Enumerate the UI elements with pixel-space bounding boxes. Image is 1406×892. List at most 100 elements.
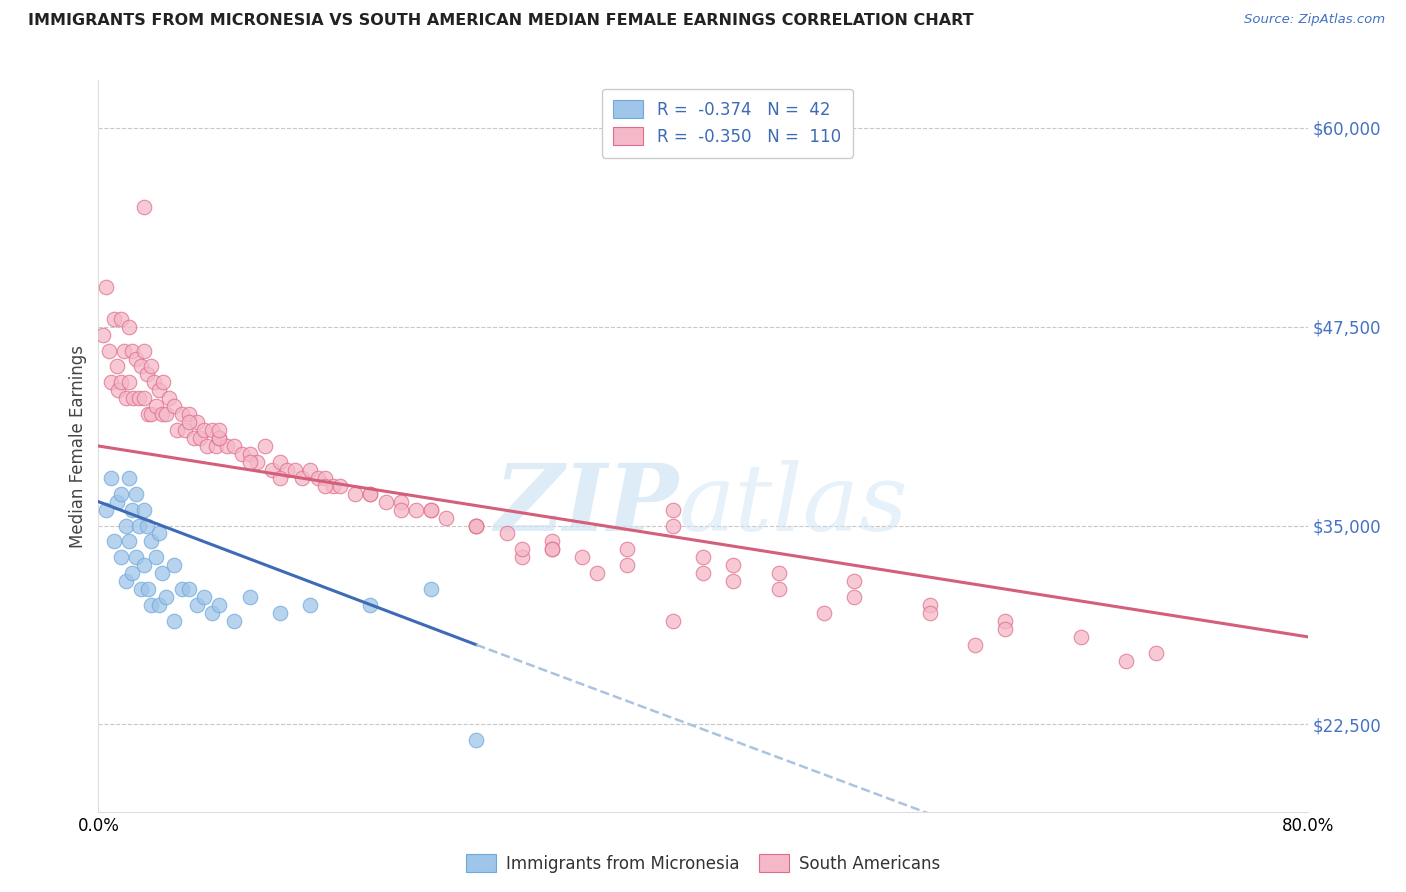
Point [231, 447, 253, 461]
Point [114, 392, 136, 406]
Point [692, 566, 714, 581]
Point [155, 590, 177, 604]
Point [94, 502, 117, 516]
Point [495, 526, 517, 541]
Point [291, 471, 314, 485]
Text: IMMIGRANTS FROM MICRONESIA VS SOUTH AMERICAN MEDIAN FEMALE EARNINGS CORRELATION : IMMIGRANTS FROM MICRONESIA VS SOUTH AMER… [28, 13, 974, 29]
Point [135, 368, 157, 382]
Point [434, 510, 457, 524]
Point [420, 582, 443, 596]
Point [844, 574, 866, 589]
Text: ZIP: ZIP [495, 459, 679, 549]
Point [692, 550, 714, 565]
Point [205, 439, 228, 453]
Point [125, 550, 148, 565]
Point [193, 590, 215, 604]
Point [155, 407, 177, 421]
Point [510, 550, 533, 565]
Point [112, 343, 135, 358]
Point [132, 502, 155, 516]
Point [965, 638, 987, 652]
Point [661, 518, 683, 533]
Point [125, 486, 148, 500]
Point [813, 606, 835, 620]
Point [132, 343, 155, 358]
Point [276, 463, 298, 477]
Point [844, 590, 866, 604]
Point [118, 376, 141, 390]
Point [136, 582, 159, 596]
Point [118, 534, 141, 549]
Point [314, 471, 336, 485]
Point [107, 384, 129, 398]
Point [918, 598, 941, 612]
Point [105, 494, 128, 508]
Point [239, 590, 262, 604]
Point [360, 486, 382, 500]
Point [122, 392, 145, 406]
Point [269, 606, 291, 620]
Point [307, 471, 329, 485]
Point [571, 550, 593, 565]
Point [195, 439, 218, 453]
Point [1070, 630, 1092, 644]
Point [152, 376, 174, 390]
Point [540, 542, 562, 557]
Point [150, 566, 173, 581]
Point [166, 423, 188, 437]
Point [143, 376, 166, 390]
Point [465, 733, 488, 747]
Point [121, 343, 143, 358]
Point [616, 542, 638, 557]
Point [299, 463, 322, 477]
Point [768, 566, 790, 581]
Point [132, 392, 155, 406]
Point [360, 486, 382, 500]
Point [98, 343, 121, 358]
Point [129, 359, 152, 374]
Point [215, 439, 238, 453]
Point [420, 502, 443, 516]
Point [208, 431, 231, 445]
Point [114, 518, 136, 533]
Point [110, 376, 132, 390]
Point [163, 614, 186, 628]
Point [510, 542, 533, 557]
Point [128, 518, 150, 533]
Point [420, 502, 443, 516]
Point [262, 463, 284, 477]
Point [661, 614, 683, 628]
Point [239, 447, 262, 461]
Point [135, 518, 157, 533]
Point [128, 392, 150, 406]
Point [224, 614, 246, 628]
Point [179, 407, 201, 421]
Point [170, 407, 193, 421]
Point [918, 606, 941, 620]
Point [118, 471, 141, 485]
Point [389, 494, 412, 508]
Point [159, 392, 181, 406]
Point [132, 558, 155, 573]
Point [94, 280, 117, 294]
Point [616, 558, 638, 573]
Point [201, 423, 224, 437]
Text: Source: ZipAtlas.com: Source: ZipAtlas.com [1244, 13, 1385, 27]
Point [100, 471, 122, 485]
Point [105, 359, 128, 374]
Point [148, 384, 170, 398]
Point [768, 582, 790, 596]
Point [994, 622, 1017, 636]
Point [110, 550, 132, 565]
Point [224, 439, 246, 453]
Point [374, 494, 396, 508]
Point [239, 455, 262, 469]
Text: atlas: atlas [679, 459, 908, 549]
Point [201, 606, 224, 620]
Point [100, 376, 122, 390]
Point [125, 351, 148, 366]
Point [188, 431, 211, 445]
Point [179, 415, 201, 429]
Point [136, 407, 159, 421]
Point [173, 423, 195, 437]
